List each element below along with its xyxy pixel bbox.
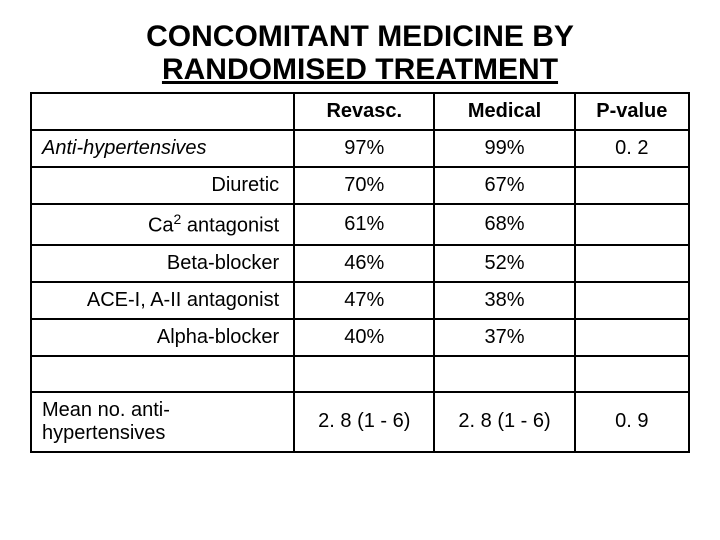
title-line-2: RANDOMISED TREATMENT [162, 53, 558, 86]
row-label: Alpha-blocker [31, 319, 294, 356]
cell-p [575, 167, 689, 204]
cell-revasc [294, 356, 434, 392]
table-header-row: Revasc. Medical P-value [31, 93, 689, 130]
cell-revasc: 61% [294, 204, 434, 245]
cell-medical: 2. 8 (1 - 6) [434, 392, 574, 452]
cell-p [575, 356, 689, 392]
cell-revasc: 2. 8 (1 - 6) [294, 392, 434, 452]
row-label [31, 356, 294, 392]
cell-medical [434, 356, 574, 392]
col-header-medical: Medical [434, 93, 574, 130]
row-label: Anti-hypertensives [31, 130, 294, 167]
row-label: Mean no. anti-hypertensives [31, 392, 294, 452]
table-row: Alpha-blocker40%37% [31, 319, 689, 356]
table-row: Anti-hypertensives97%99%0. 2 [31, 130, 689, 167]
cell-p [575, 245, 689, 282]
row-label: Diuretic [31, 167, 294, 204]
cell-revasc: 47% [294, 282, 434, 319]
table-row: Beta-blocker46%52% [31, 245, 689, 282]
page-title: CONCOMITANT MEDICINE BY RANDOMISED TREAT… [30, 20, 690, 86]
cell-medical: 37% [434, 319, 574, 356]
cell-medical: 52% [434, 245, 574, 282]
cell-p: 0. 9 [575, 392, 689, 452]
cell-revasc: 97% [294, 130, 434, 167]
cell-medical: 38% [434, 282, 574, 319]
cell-revasc: 46% [294, 245, 434, 282]
cell-p [575, 282, 689, 319]
table-row: Diuretic70%67% [31, 167, 689, 204]
cell-p [575, 319, 689, 356]
table-row: Mean no. anti-hypertensives2. 8 (1 - 6)2… [31, 392, 689, 452]
table-row: Ca2 antagonist61%68% [31, 204, 689, 245]
cell-medical: 99% [434, 130, 574, 167]
cell-revasc: 40% [294, 319, 434, 356]
row-label: ACE-I, A-II antagonist [31, 282, 294, 319]
cell-p: 0. 2 [575, 130, 689, 167]
col-header-blank [31, 93, 294, 130]
cell-medical: 68% [434, 204, 574, 245]
cell-medical: 67% [434, 167, 574, 204]
data-table: Revasc. Medical P-value Anti-hypertensiv… [30, 92, 690, 453]
title-line-1: CONCOMITANT MEDICINE BY [146, 20, 574, 53]
col-header-revasc: Revasc. [294, 93, 434, 130]
row-label: Beta-blocker [31, 245, 294, 282]
col-header-pvalue: P-value [575, 93, 689, 130]
row-label: Ca2 antagonist [31, 204, 294, 245]
cell-revasc: 70% [294, 167, 434, 204]
cell-p [575, 204, 689, 245]
table-row: ACE-I, A-II antagonist47%38% [31, 282, 689, 319]
table-row [31, 356, 689, 392]
